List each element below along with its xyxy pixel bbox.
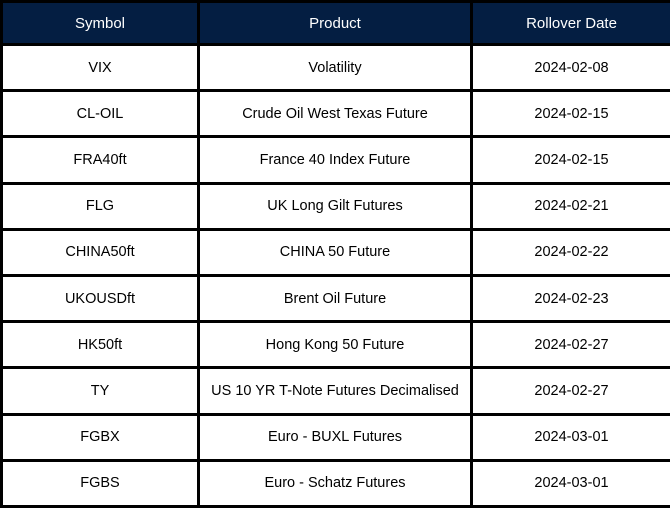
cell-symbol: UKOUSDft — [0, 273, 200, 324]
cell-symbol: VIX — [0, 42, 200, 93]
cell-product: Euro - Schatz Futures — [197, 458, 473, 508]
cell-date: 2024-02-21 — [470, 181, 670, 231]
column-header-rollover-date: Rollover Date — [470, 0, 670, 46]
cell-product: CHINA 50 Future — [197, 227, 473, 277]
column-header-symbol: Symbol — [0, 0, 200, 46]
table-row: FLG UK Long Gilt Futures 2024-02-21 — [0, 181, 670, 231]
cell-date: 2024-02-27 — [470, 320, 670, 370]
cell-product: Brent Oil Future — [197, 273, 473, 324]
table-row: VIX Volatility 2024-02-08 — [0, 42, 670, 93]
cell-product: Hong Kong 50 Future — [197, 320, 473, 370]
cell-symbol: CHINA50ft — [0, 227, 200, 277]
cell-symbol: FLG — [0, 181, 200, 231]
cell-date: 2024-02-08 — [470, 42, 670, 93]
cell-symbol: FGBX — [0, 412, 200, 462]
cell-date: 2024-02-23 — [470, 273, 670, 324]
table-body: VIX Volatility 2024-02-08 CL-OIL Crude Oil W… — [0, 42, 670, 508]
cell-product: Crude Oil West Texas Future — [197, 89, 473, 139]
cell-symbol: HK50ft — [0, 320, 200, 370]
cell-product: Volatility — [197, 42, 473, 93]
cell-product: US 10 YR T-Note Futures Decimalised — [197, 366, 473, 416]
cell-date: 2024-03-01 — [470, 458, 670, 508]
table-header: Symbol Product Rollover Date — [0, 0, 670, 46]
table-row: FRA40ft France 40 Index Future 2024-02-15 — [0, 135, 670, 185]
table-row: TY US 10 YR T-Note Futures Decimalised 202… — [0, 366, 670, 416]
column-header-product: Product — [197, 0, 473, 46]
cell-product: Euro - BUXL Futures — [197, 412, 473, 462]
cell-date: 2024-02-15 — [470, 89, 670, 139]
cell-symbol: FRA40ft — [0, 135, 200, 185]
cell-product: France 40 Index Future — [197, 135, 473, 185]
table-row: HK50ft Hong Kong 50 Future 2024-02-27 — [0, 320, 670, 370]
cell-date: 2024-02-15 — [470, 135, 670, 185]
table-row: CL-OIL Crude Oil West Texas Future 2024-02… — [0, 89, 670, 139]
cell-date: 2024-02-27 — [470, 366, 670, 416]
table-row: FGBS Euro - Schatz Futures 2024-03-01 — [0, 458, 670, 508]
cell-date: 2024-03-01 — [470, 412, 670, 462]
cell-symbol: FGBS — [0, 458, 200, 508]
cell-date: 2024-02-22 — [470, 227, 670, 277]
table-row: FGBX Euro - BUXL Futures 2024-03-01 — [0, 412, 670, 462]
table-row: CHINA50ft CHINA 50 Future 2024-02-22 — [0, 227, 670, 277]
cell-symbol: TY — [0, 366, 200, 416]
header-row: Symbol Product Rollover Date — [0, 0, 670, 46]
cell-product: UK Long Gilt Futures — [197, 181, 473, 231]
table-row: UKOUSDft Brent Oil Future 2024-02-23 — [0, 273, 670, 324]
cell-symbol: CL-OIL — [0, 89, 200, 139]
